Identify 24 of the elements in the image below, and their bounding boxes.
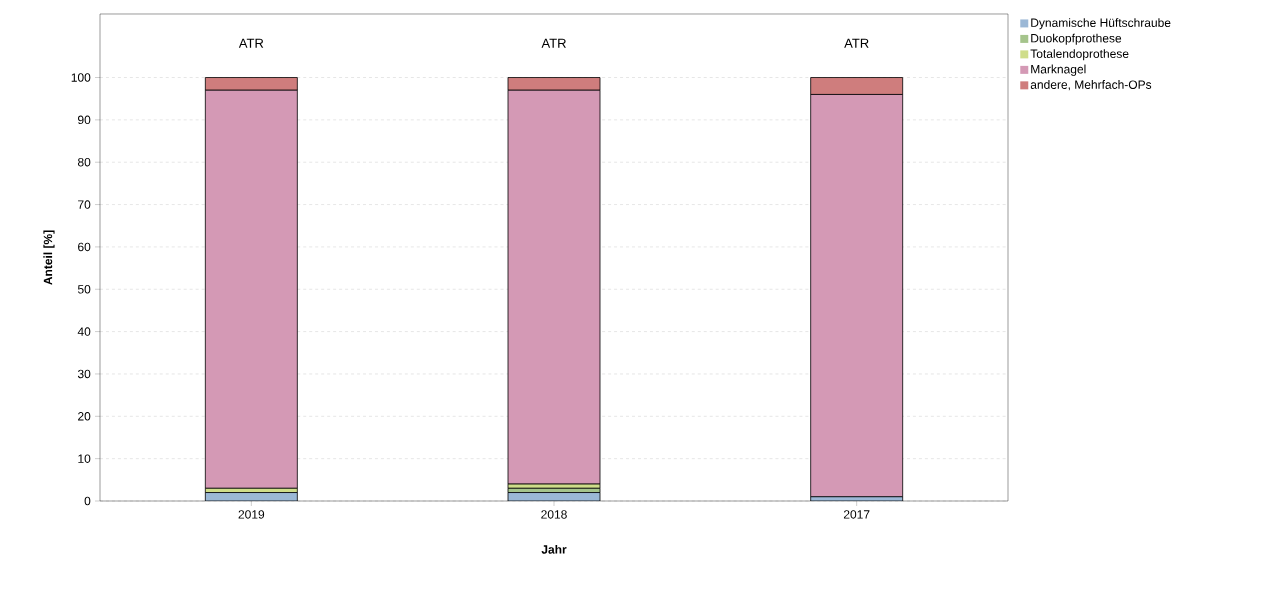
legend-label: Marknagel: [1031, 64, 1086, 76]
y-tick-label: 70: [78, 200, 91, 209]
y-tick-label: 100: [71, 73, 91, 82]
x-tick-label: 2018: [541, 510, 567, 519]
legend-label: andere, Mehrfach-OPs: [1030, 80, 1152, 91]
y-tick-label: 30: [77, 369, 91, 379]
y-tick-label: 20: [78, 412, 91, 421]
legend-label: Duokopfprothese: [1031, 33, 1122, 45]
legend-label: Totalendoprothese: [1030, 49, 1129, 61]
y-tick-label: 80: [77, 157, 91, 167]
y-tick-label: 90: [78, 115, 91, 125]
legend-label: Dynamische Hüftschraube: [1031, 18, 1171, 30]
annotation: ATR: [541, 38, 566, 48]
y-tick-label: 50: [77, 285, 91, 294]
x-tick-label: 2017: [843, 510, 870, 519]
y-tick-label: 40: [77, 327, 91, 336]
y-tick-label: 0: [84, 496, 91, 506]
annotation: ATR: [844, 38, 869, 48]
x-axis-title: Jahr: [541, 544, 567, 554]
annotation: ATR: [238, 38, 264, 48]
y-tick-label: 60: [78, 242, 91, 252]
y-tick-label: 10: [78, 454, 91, 463]
x-tick-label: 2019: [238, 510, 265, 519]
y-axis-title: Anteil [%]: [43, 230, 55, 285]
